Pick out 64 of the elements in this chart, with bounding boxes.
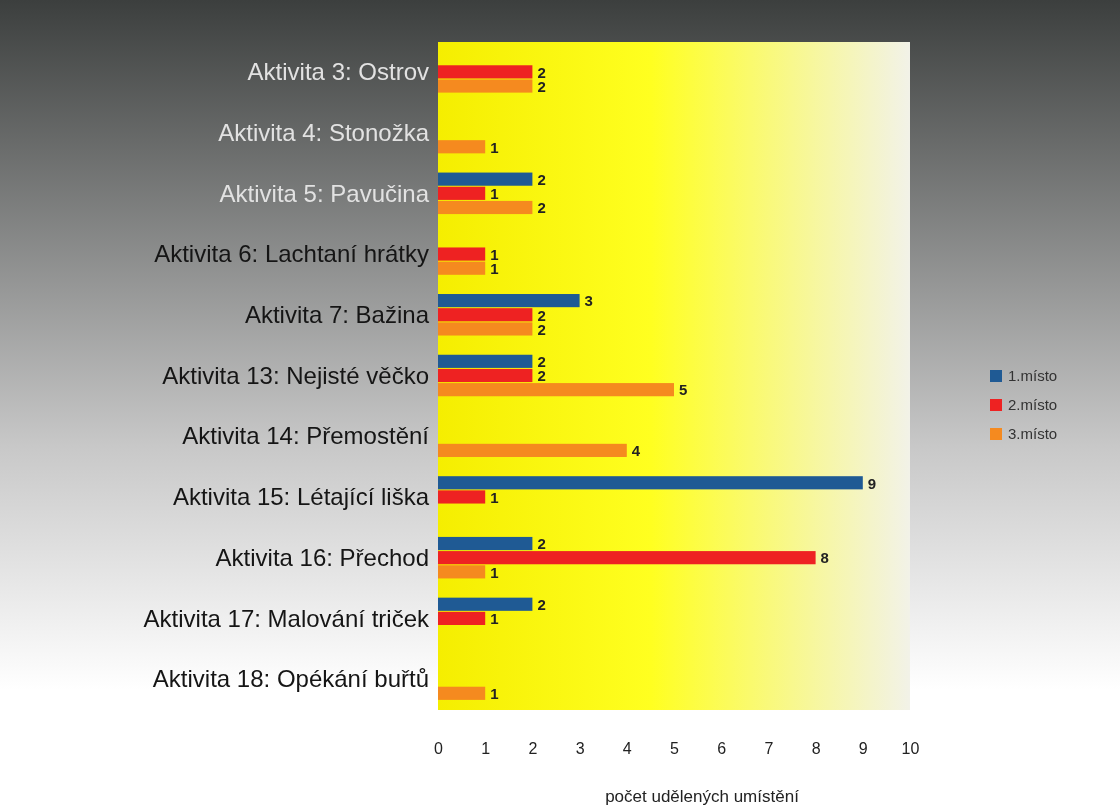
data-label: 4 xyxy=(631,442,641,460)
bar xyxy=(438,476,863,490)
bar xyxy=(438,383,674,397)
bar xyxy=(438,308,533,322)
x-tick-label: 1 xyxy=(481,740,491,758)
x-tick-label: 9 xyxy=(858,740,868,758)
x-tick-label: 10 xyxy=(901,740,920,758)
x-tick-label: 4 xyxy=(622,740,632,758)
y-tick-label: Aktivita 13: Nejisté věčko xyxy=(162,361,429,389)
data-label: 1 xyxy=(490,685,499,703)
data-label: 2 xyxy=(537,535,546,553)
legend-label: 3.místo xyxy=(1008,425,1058,443)
bar xyxy=(438,261,486,275)
bar xyxy=(438,551,816,565)
data-label: 1 xyxy=(490,138,499,156)
x-tick-label: 2 xyxy=(528,740,538,758)
bar xyxy=(438,368,533,383)
y-tick-label: Aktivita 4: Stonožka xyxy=(218,118,430,146)
data-label: 1 xyxy=(490,610,499,628)
bar xyxy=(438,65,533,79)
y-tick-label: Aktivita 16: Přechod xyxy=(215,543,429,571)
bar xyxy=(438,354,533,368)
bar xyxy=(438,172,533,186)
legend-label: 2.místo xyxy=(1008,396,1058,414)
data-label: 9 xyxy=(867,474,877,492)
bar xyxy=(438,200,533,215)
bar xyxy=(438,294,580,308)
x-tick-label: 0 xyxy=(434,740,444,758)
y-tick-label: Aktivita 5: Pavučina xyxy=(219,179,430,207)
bar xyxy=(438,490,486,504)
bar xyxy=(438,79,533,93)
bar xyxy=(438,686,486,700)
x-tick-label: 7 xyxy=(764,740,774,758)
x-tick-label: 3 xyxy=(575,740,585,758)
y-tick-label: Aktivita 18: Opékání buřtů xyxy=(152,665,429,693)
data-label: 1 xyxy=(490,185,499,203)
data-label: 5 xyxy=(679,381,688,399)
y-tick-label: Aktivita 7: Bažina xyxy=(244,300,430,328)
bar xyxy=(438,186,486,200)
x-tick-label: 5 xyxy=(670,740,680,758)
y-tick-label: Aktivita 15: Létající liška xyxy=(172,483,430,511)
bar xyxy=(438,536,533,551)
bar xyxy=(438,247,486,261)
bar xyxy=(438,140,486,154)
bar xyxy=(438,443,627,457)
bar xyxy=(438,597,533,611)
data-label: 8 xyxy=(820,549,829,567)
y-tick-label: Aktivita 14: Přemostění xyxy=(182,422,430,450)
x-tick-label: 6 xyxy=(717,740,727,758)
y-tick-label: Aktivita 3: Ostrov xyxy=(247,58,429,86)
bar xyxy=(438,322,533,336)
data-label: 3 xyxy=(584,292,593,310)
legend-label: 1.místo xyxy=(1008,367,1058,385)
y-tick-label: Aktivita 6: Lachtaní hrátky xyxy=(154,240,429,268)
data-label: 2 xyxy=(537,170,546,188)
data-label: 2 xyxy=(537,199,546,217)
bar xyxy=(438,565,486,579)
x-tick-label: 8 xyxy=(811,740,821,758)
x-axis-title: počet udělených umístění xyxy=(605,787,800,806)
y-tick-label: Aktivita 17: Malování triček xyxy=(143,604,430,632)
data-label: 1 xyxy=(490,488,499,506)
data-label: 2 xyxy=(537,595,546,613)
data-label: 1 xyxy=(490,563,499,581)
bar xyxy=(438,611,486,625)
